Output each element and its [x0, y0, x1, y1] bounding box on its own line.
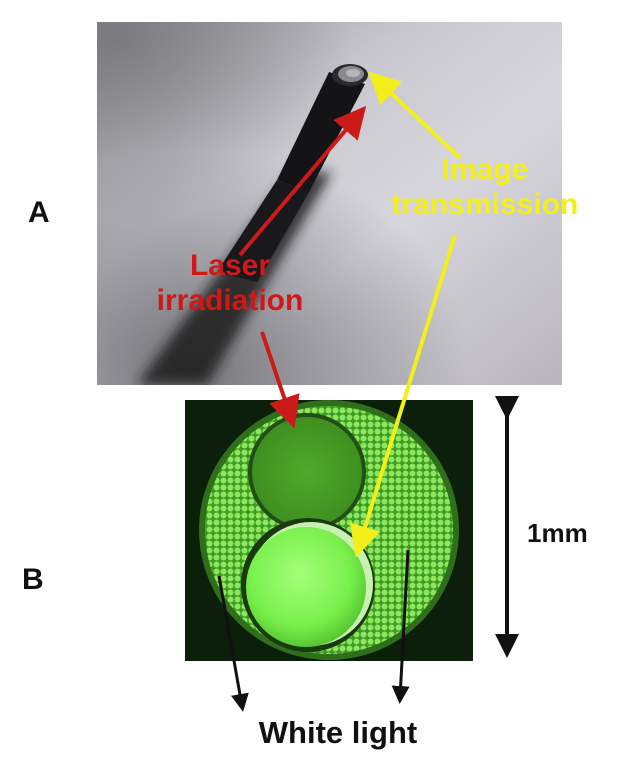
panel-b-letter: B [22, 563, 44, 596]
fiber-cross-section-photo [185, 400, 473, 661]
laser-arrow-up [238, 105, 367, 257]
panel-a-letter: A [28, 196, 50, 229]
white-light-arrow-left [217, 575, 249, 712]
laser-irradiation-label: Laser irradiation [140, 248, 320, 319]
laser-label-line1: Laser [189, 249, 271, 282]
image-label-line2: transmission [391, 188, 579, 222]
scale-label: 1mm [527, 518, 588, 548]
image-label-line1: Image [441, 153, 529, 186]
image-arrow-up [368, 71, 462, 160]
fiber-probe-photo [97, 22, 562, 385]
white-light-label: White light [258, 715, 418, 750]
white-light-arrow-right [391, 549, 410, 704]
laser-label-line2: irradiation [156, 284, 304, 318]
image-transmission-label: Image transmission [380, 152, 590, 223]
laser-arrow-down [260, 331, 300, 429]
image-arrow-down [349, 234, 457, 558]
